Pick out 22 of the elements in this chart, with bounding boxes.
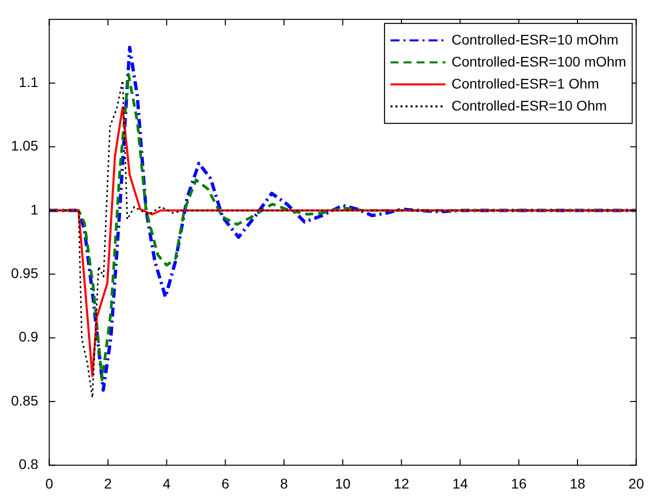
x-tick-label: 16 <box>511 475 527 492</box>
x-tick-label: 0 <box>45 475 54 492</box>
legend-label: Controlled-ESR=100 mOhm <box>452 53 626 70</box>
y-tick-label: 0.8 <box>18 456 38 472</box>
y-tick-label: 1.1 <box>18 74 38 90</box>
x-tick-label: 14 <box>452 475 468 492</box>
y-tick-label: 0.95 <box>11 265 38 281</box>
x-tick-label: 10 <box>334 475 351 492</box>
y-tick-label: 1 <box>30 201 38 218</box>
legend-label: Controlled-ESR=10 Ohm <box>452 97 607 114</box>
y-tick-label: 0.9 <box>18 328 38 345</box>
x-tick-label: 6 <box>221 475 230 492</box>
x-tick-label: 12 <box>394 475 410 492</box>
y-tick-label: 1.05 <box>11 138 38 154</box>
x-tick-label: 18 <box>570 475 586 492</box>
y-tick-label: 0.85 <box>11 392 38 408</box>
legend-label: Controlled-ESR=10 mOhm <box>452 31 618 48</box>
x-tick-label: 20 <box>628 475 644 492</box>
x-tick-label: 8 <box>280 475 288 492</box>
legend-label: Controlled-ESR=1 Ohm <box>452 75 599 92</box>
x-tick-label: 2 <box>104 475 112 492</box>
x-tick-label: 4 <box>162 475 171 492</box>
